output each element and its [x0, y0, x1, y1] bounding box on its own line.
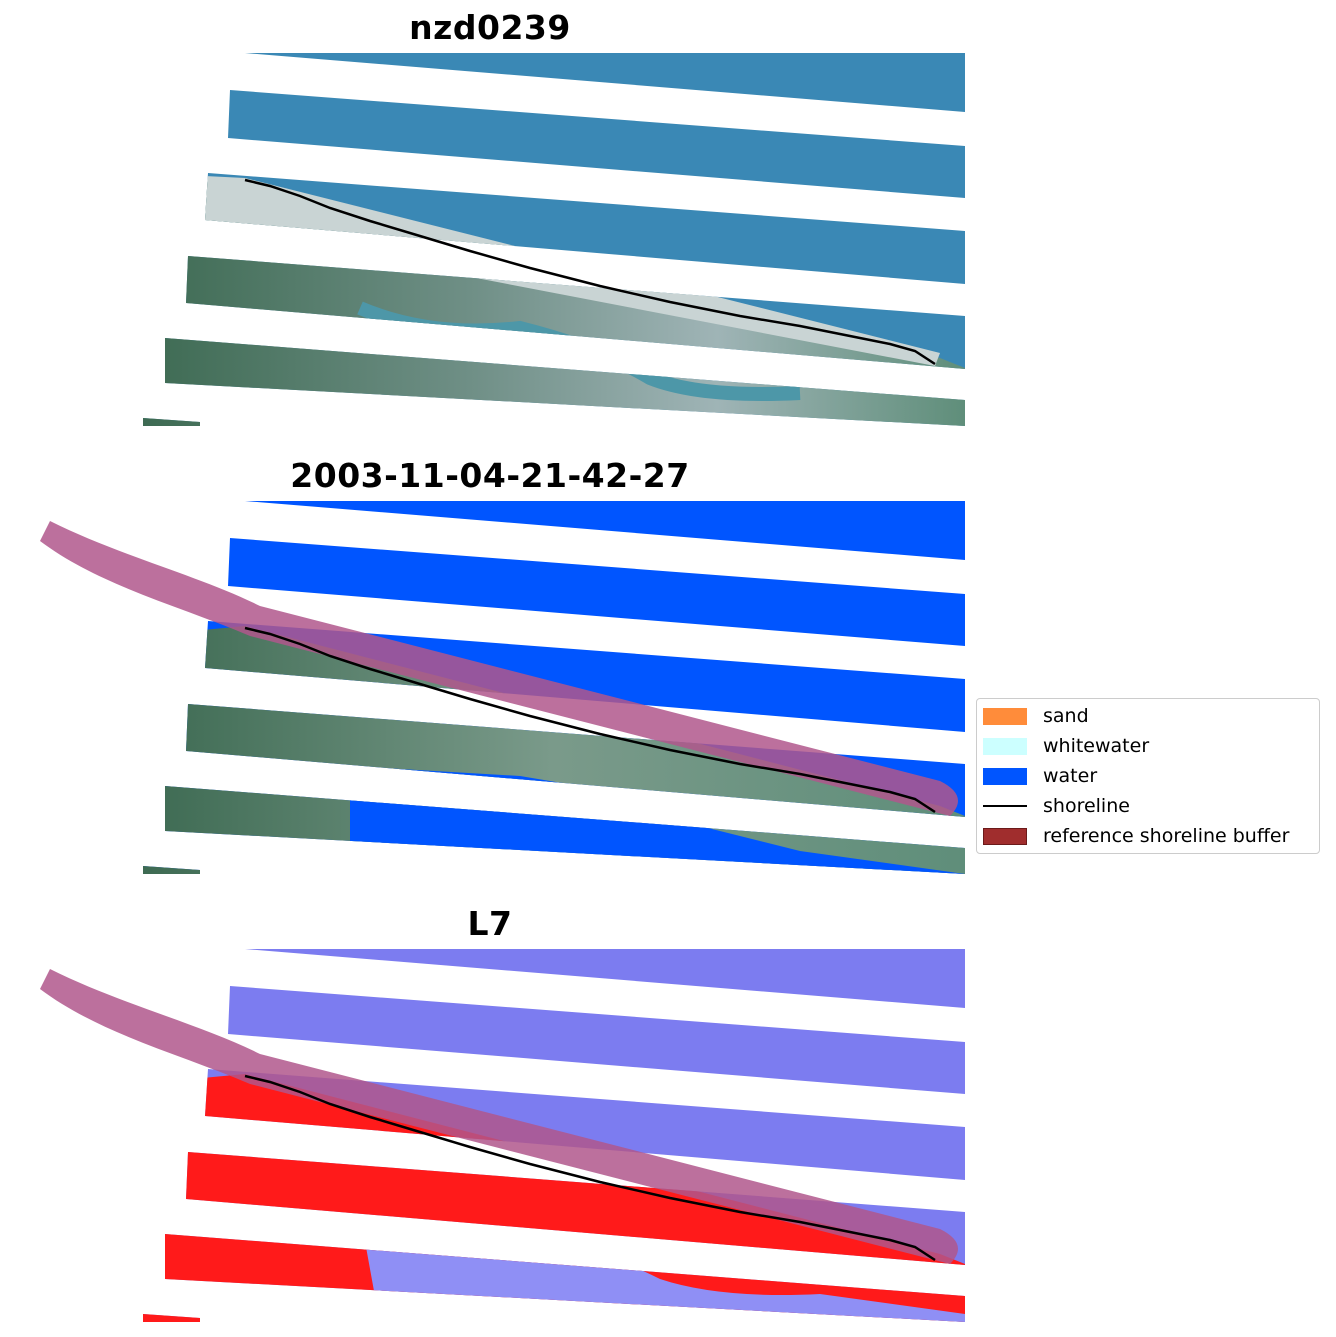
reference-buffer [40, 521, 958, 816]
sand-swatch [983, 707, 1027, 725]
panel-title-index: L7 [467, 904, 513, 943]
legend: sand whitewater water shoreline referenc… [976, 698, 1320, 854]
buffer-swatch [983, 827, 1027, 845]
reference-buffer [40, 969, 958, 1264]
legend-item-sand: sand [983, 703, 1089, 729]
index-image-panel [0, 944, 980, 1324]
legend-item-whitewater: whitewater [983, 733, 1149, 759]
shoreline-line [244, 1074, 936, 1262]
legend-label: whitewater [1043, 735, 1150, 757]
shoreline-line [244, 626, 936, 814]
legend-label: reference shoreline buffer [1043, 825, 1290, 847]
legend-label: sand [1043, 705, 1089, 727]
legend-item-water: water [983, 763, 1097, 789]
legend-label: water [1043, 765, 1098, 787]
legend-item-shoreline: shoreline [983, 793, 1130, 819]
panel-title-rgb: nzd0239 [409, 8, 571, 47]
panel-title-classified: 2003-11-04-21-42-27 [290, 456, 690, 495]
legend-label: shoreline [1043, 795, 1130, 817]
water-swatch [983, 767, 1027, 785]
classified-image-panel [0, 496, 980, 876]
rgb-image-panel [0, 48, 980, 428]
legend-item-buffer: reference shoreline buffer [983, 823, 1289, 849]
shoreline-line-swatch [983, 805, 1027, 807]
whitewater-swatch [983, 737, 1027, 755]
shoreline-line [244, 178, 936, 366]
